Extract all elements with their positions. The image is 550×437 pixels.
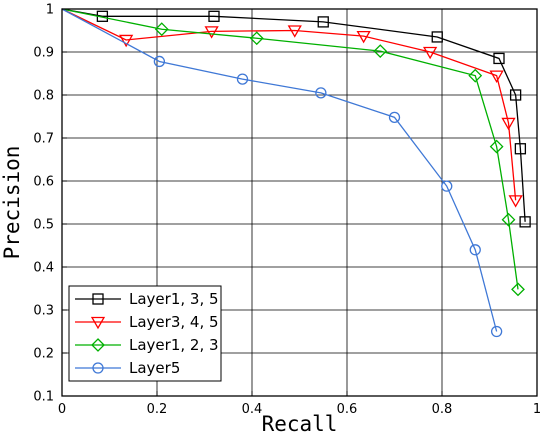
- legend-label: Layer1, 2, 3: [129, 336, 219, 354]
- legend-item: Layer1, 2, 3: [75, 336, 219, 354]
- legend-item: Layer1, 3, 5: [75, 290, 219, 308]
- legend: Layer1, 3, 5 Layer3, 4, 5 Layer1, 2, 3 Laye…: [68, 285, 222, 382]
- data-point: [287, 25, 302, 38]
- data-point: [356, 30, 371, 44]
- plot-frame: [61, 8, 538, 397]
- x-tick-label: 0: [58, 402, 66, 417]
- data-point: [315, 87, 327, 99]
- y-tick-label: 0.4: [33, 261, 54, 276]
- data-point: [236, 73, 249, 85]
- data-point: [119, 34, 134, 48]
- series-1: [61, 8, 523, 208]
- data-point: [501, 212, 516, 227]
- x-axis-label: Recall: [262, 412, 338, 436]
- data-point: [489, 139, 504, 154]
- y-axis-ticks: 0.1 0.2 0.3 0.4 0.5 0.6 0.7 0.8 0.9 1: [33, 3, 67, 405]
- legend-marker: [91, 338, 105, 352]
- y-tick-label: 0.6: [33, 175, 54, 190]
- x-tick-label: 0.8: [432, 402, 453, 417]
- y-axis-label: Precision: [0, 146, 24, 260]
- legend-item: Layer5: [75, 359, 180, 377]
- legend-label: Layer3, 4, 5: [129, 313, 219, 331]
- data-point: [388, 111, 401, 124]
- legend-marker: [92, 362, 104, 374]
- data-point: [204, 26, 219, 39]
- x-tick-label: 1: [533, 402, 541, 417]
- series-line: [61, 8, 498, 332]
- series-0: [61, 8, 531, 228]
- series-line: [61, 8, 517, 201]
- data-point: [508, 195, 523, 208]
- data-point: [441, 180, 453, 192]
- data-point: [469, 244, 481, 256]
- data-point: [490, 325, 503, 338]
- legend-item: Layer3, 4, 5: [75, 313, 219, 331]
- data-point: [468, 68, 483, 83]
- data-point: [423, 46, 438, 60]
- y-tick-label: 1: [46, 3, 54, 18]
- data-point: [208, 10, 220, 22]
- data-point: [317, 16, 329, 28]
- series-line: [61, 8, 526, 222]
- y-tick-label: 0.7: [33, 132, 54, 147]
- data-point: [373, 44, 388, 59]
- legend-label: Layer5: [129, 359, 180, 377]
- series-3: [61, 8, 503, 338]
- data-point: [511, 282, 525, 297]
- x-tick-label: 0.4: [242, 402, 263, 417]
- y-tick-label: 0.8: [33, 89, 54, 104]
- x-tick-label: 0.2: [147, 402, 168, 417]
- y-tick-label: 0.5: [33, 218, 54, 233]
- data-point: [519, 216, 531, 228]
- y-tick-label: 0.3: [33, 304, 54, 319]
- data-point: [509, 89, 522, 101]
- data-point: [431, 31, 443, 43]
- x-tick-label: 0.6: [337, 402, 358, 417]
- series-line: [61, 8, 519, 290]
- data-point: [493, 52, 505, 65]
- data-point: [154, 22, 169, 37]
- data-point: [514, 143, 527, 155]
- data-point: [489, 70, 504, 83]
- series-layer: [61, 8, 531, 338]
- legend-marker: [90, 316, 106, 330]
- data-point: [501, 117, 516, 131]
- data-point: [153, 55, 166, 68]
- y-tick-label: 0.9: [33, 46, 54, 61]
- data-point: [249, 31, 264, 46]
- y-tick-label: 0.1: [33, 390, 54, 405]
- y-tick-label: 0.2: [33, 347, 54, 362]
- series-2: [61, 8, 525, 297]
- legend-marker: [92, 293, 104, 305]
- legend-label: Layer1, 3, 5: [129, 290, 219, 308]
